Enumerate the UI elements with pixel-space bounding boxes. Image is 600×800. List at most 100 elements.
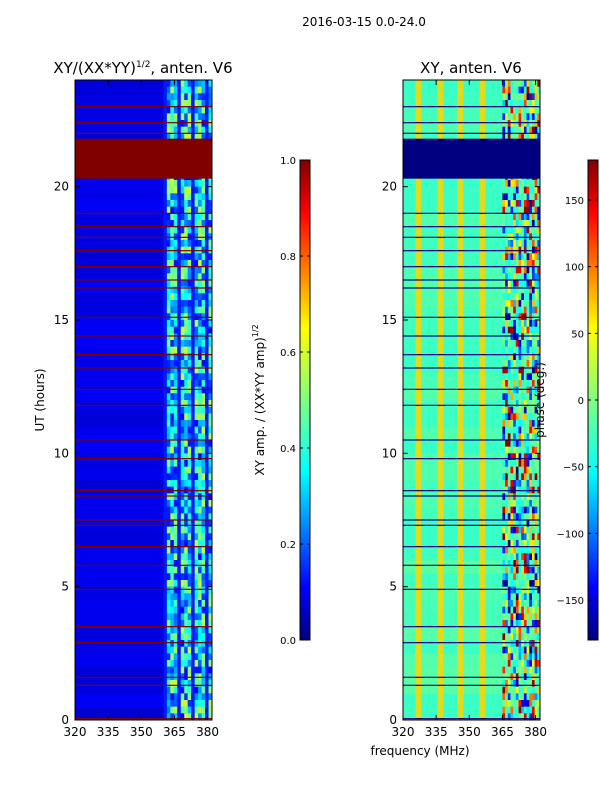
heatmap-cell <box>180 446 185 454</box>
heatmap-cell <box>521 93 525 101</box>
heatmap-cell <box>173 426 178 434</box>
heatmap-cell <box>526 213 530 221</box>
heatmap-cell <box>170 280 175 287</box>
heatmap-cell <box>191 653 195 661</box>
heatmap-cell <box>518 506 522 514</box>
shared-xlabel: frequency (MHz) <box>370 744 469 758</box>
heatmap-cell <box>505 226 509 234</box>
heatmap-cell <box>513 260 517 267</box>
heatmap-cell <box>187 206 192 214</box>
heatmap-cell <box>194 526 199 534</box>
heatmap-cell <box>194 693 199 701</box>
heatmap-cell <box>502 533 506 541</box>
heatmap-cell <box>177 713 182 720</box>
heatmap-cell <box>523 480 527 487</box>
heatmap-cell <box>208 326 212 334</box>
heatmap-cell <box>191 186 195 194</box>
heatmap-cell <box>534 100 538 107</box>
heatmap-cell <box>507 680 511 687</box>
heatmap-cell <box>194 400 199 407</box>
heatmap-cell <box>515 646 519 654</box>
heatmap-cell <box>194 520 199 527</box>
heatmap-cell <box>198 200 202 207</box>
heatmap-cell <box>187 240 192 247</box>
heatmap-cell <box>166 260 171 267</box>
heatmap-cell <box>187 93 192 101</box>
heatmap-cell <box>529 253 533 261</box>
heatmap-cell <box>510 640 514 647</box>
heatmap-cell <box>170 626 175 634</box>
flagged-line <box>75 226 212 228</box>
heatmap-cell <box>534 526 538 534</box>
heatmap-cell <box>191 713 195 720</box>
heatmap-cell <box>523 540 527 547</box>
heatmap-cell <box>526 326 530 334</box>
heatmap-cell <box>163 506 168 514</box>
heatmap-cell <box>184 120 188 127</box>
heatmap-cell <box>173 600 178 607</box>
heatmap-cell <box>513 420 517 427</box>
heatmap-cell <box>163 400 168 407</box>
heatmap-cell <box>180 406 185 414</box>
heatmap-cell <box>205 353 209 361</box>
heatmap-cell <box>502 686 506 694</box>
heatmap-cell <box>170 333 175 341</box>
heatmap-cell <box>534 353 538 361</box>
heatmap-cell <box>173 306 178 314</box>
heatmap-cell <box>502 660 506 667</box>
amp-x-axis: 320 335 350 365 380 <box>64 80 219 739</box>
heatmap-cell <box>163 253 168 261</box>
heatmap-cell <box>521 206 525 214</box>
heatmap-cell <box>526 360 530 367</box>
heatmap-cell <box>513 620 517 627</box>
heatmap-cell <box>502 346 506 354</box>
heatmap-cell <box>515 293 519 301</box>
heatmap-cell <box>187 506 192 514</box>
heatmap-cell <box>170 133 175 141</box>
heatmap-cell <box>201 480 206 487</box>
heatmap-cell <box>523 440 527 447</box>
heatmap-cell <box>537 713 540 720</box>
heatmap-cell <box>201 606 206 614</box>
heatmap-cell <box>510 93 514 101</box>
heatmap-cell <box>523 213 527 221</box>
y-tick-label: 15 <box>382 313 397 327</box>
heatmap-cell <box>208 373 212 381</box>
heatmap-cell <box>201 226 206 234</box>
phase-axes-frame <box>402 79 541 721</box>
heatmap-cell <box>208 86 212 94</box>
heatmap-cell <box>523 100 527 107</box>
heatmap-cell <box>191 120 195 127</box>
heatmap-cell <box>534 540 538 547</box>
heatmap-cell <box>198 426 202 434</box>
heatmap-cell <box>510 80 514 87</box>
heatmap-cell <box>502 393 506 401</box>
heatmap-cell <box>198 346 202 354</box>
heatmap-cell <box>180 253 185 261</box>
heatmap-cell <box>201 373 206 381</box>
heatmap-cell <box>201 513 206 521</box>
heatmap-cell <box>513 240 517 247</box>
heatmap-cell <box>521 473 525 481</box>
heatmap-cell <box>537 633 540 641</box>
heatmap-cell <box>198 526 202 534</box>
heatmap-cell <box>208 280 212 287</box>
heatmap-cell <box>534 473 538 481</box>
heatmap-cell <box>513 600 517 607</box>
heatmap-cell <box>537 540 540 547</box>
heatmap-cell <box>208 466 212 474</box>
heatmap-cell <box>529 113 533 121</box>
heatmap-cell <box>184 573 188 581</box>
heatmap-cell <box>505 126 509 134</box>
heatmap-cell <box>521 186 525 194</box>
heatmap-cell <box>515 526 519 534</box>
heatmap-cell <box>502 493 506 501</box>
heatmap-cell <box>163 133 168 141</box>
heatmap-cell <box>537 413 540 421</box>
heatmap-cell <box>163 326 168 334</box>
heatmap-cell <box>198 460 202 467</box>
heatmap-cell <box>523 193 527 201</box>
heatmap-cell <box>515 106 519 114</box>
heatmap-cell <box>166 606 171 614</box>
heatmap-cell <box>515 260 519 267</box>
